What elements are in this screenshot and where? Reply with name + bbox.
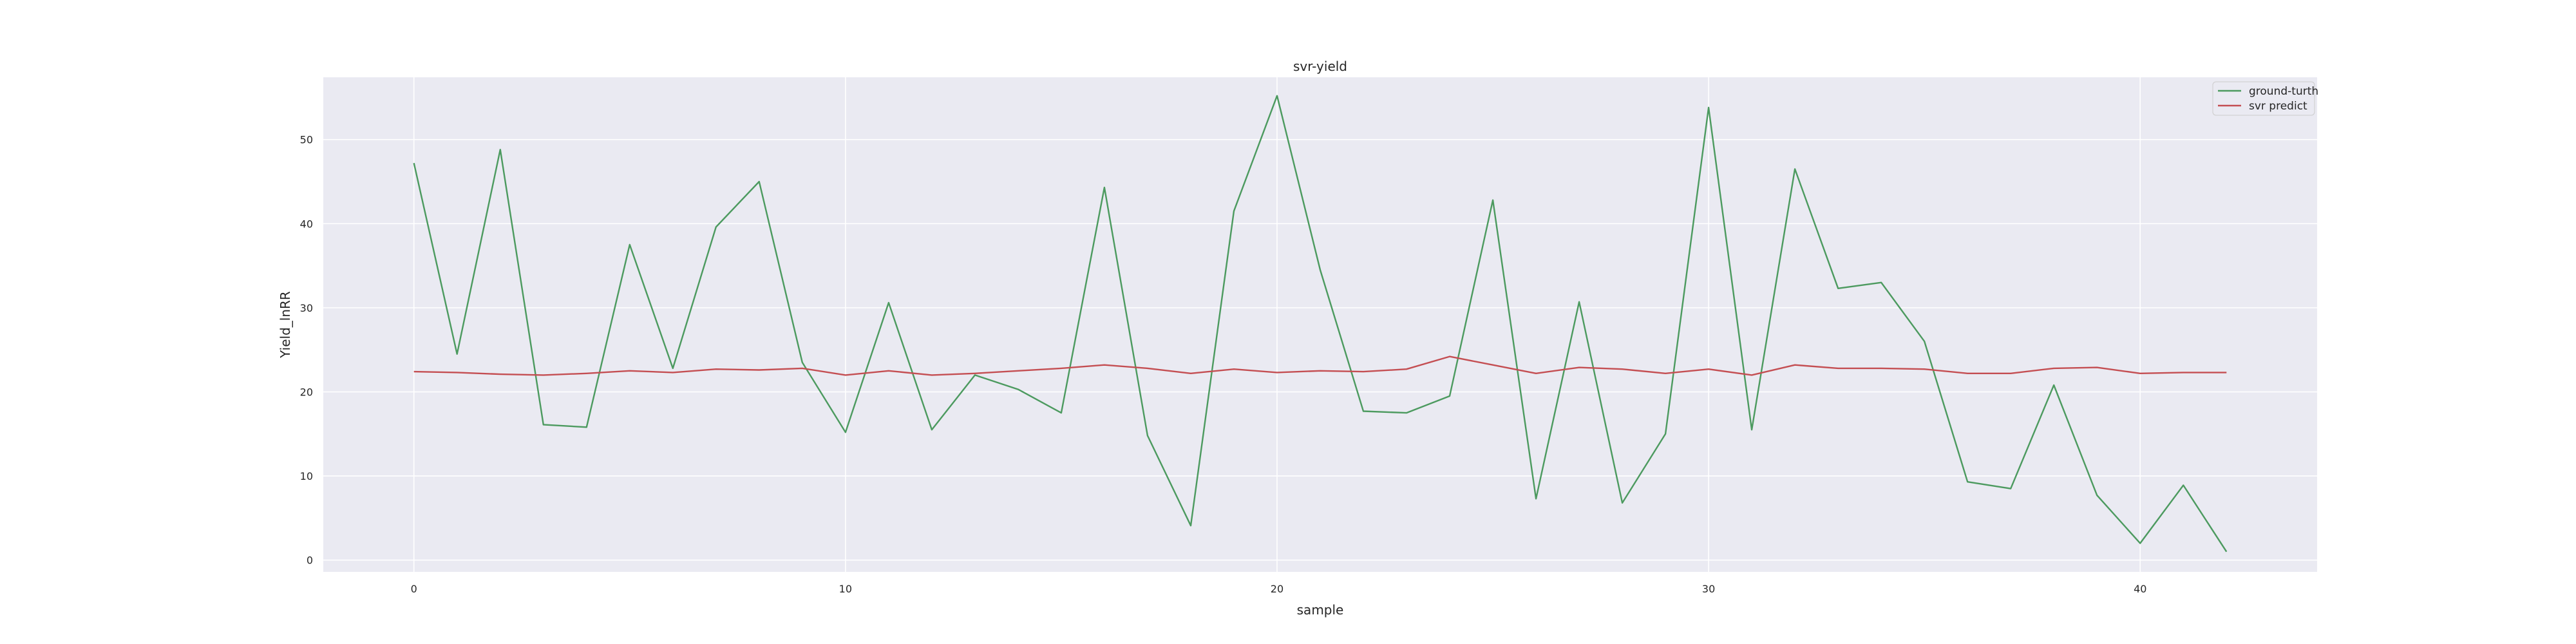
tick-labels: 0 10 20 30 40 0 10 20 30 40 50: [300, 134, 2147, 595]
legend: ground-turth svr predict: [2212, 81, 2318, 116]
chart-title: svr-yield: [1293, 59, 1347, 74]
y-tick-label: 20: [300, 386, 313, 398]
plot-background: [323, 77, 2317, 572]
x-tick-label: 0: [411, 583, 417, 595]
x-tick-label: 30: [1702, 583, 1715, 595]
y-axis-label: Yield_lnRR: [278, 291, 293, 359]
series-lines: [413, 95, 2228, 553]
grid-lines: [323, 77, 2317, 572]
legend-label-ground-turth: ground-turth: [2249, 85, 2318, 98]
x-tick-label: 20: [1271, 583, 1283, 595]
y-tick-label: 0: [307, 554, 313, 567]
x-tick-label: 40: [2134, 583, 2146, 595]
y-tick-label: 40: [300, 218, 313, 230]
y-tick-label: 30: [300, 302, 313, 314]
series-line-ground-turth: [413, 95, 2228, 553]
series-line-svr-predict: [413, 355, 2227, 376]
x-axis-label: sample: [1297, 602, 1344, 618]
y-tick-label: 50: [300, 134, 313, 146]
legend-label-svr-predict: svr predict: [2249, 100, 2307, 113]
y-tick-label: 10: [300, 470, 313, 482]
x-tick-label: 10: [839, 583, 852, 595]
